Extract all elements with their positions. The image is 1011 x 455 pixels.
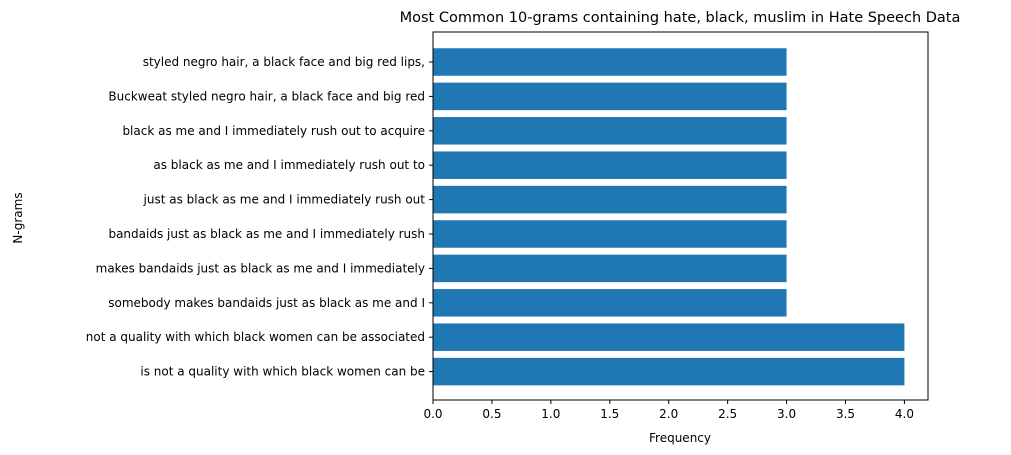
x-tick-label: 0.5 <box>482 407 501 421</box>
bars-group <box>433 48 905 386</box>
bar <box>433 254 787 283</box>
bar <box>433 185 787 214</box>
x-axis-label: Frequency <box>649 431 711 445</box>
bar <box>433 117 787 145</box>
y-tick-label: just as black as me and I immediately ru… <box>143 193 426 207</box>
bar <box>433 220 787 248</box>
bar <box>433 151 787 179</box>
x-tick-label: 1.0 <box>541 407 560 421</box>
y-tick-label: bandaids just as black as me and I immed… <box>108 227 425 241</box>
y-tick-label: as black as me and I immediately rush ou… <box>153 158 425 172</box>
bar <box>433 323 905 351</box>
y-axis-label: N-grams <box>11 192 25 243</box>
y-tick-label: Buckweat styled negro hair, a black face… <box>108 89 425 103</box>
x-tick-label: 4.0 <box>895 407 914 421</box>
y-tick-label: styled negro hair, a black face and big … <box>143 55 425 69</box>
x-tick-label: 3.5 <box>836 407 855 421</box>
x-tick-label: 0.0 <box>423 407 442 421</box>
y-tick-label: not a quality with which black women can… <box>86 330 425 344</box>
x-tick-label: 2.5 <box>718 407 737 421</box>
bar <box>433 82 787 111</box>
bar <box>433 48 787 76</box>
y-tick-label: is not a quality with which black women … <box>140 365 425 379</box>
x-tick-label: 3.0 <box>777 407 796 421</box>
x-tick-label: 1.5 <box>600 407 619 421</box>
bar <box>433 289 787 317</box>
y-tick-label: makes bandaids just as black as me and I… <box>96 261 425 275</box>
chart-title: Most Common 10-grams containing hate, bl… <box>400 10 961 26</box>
x-tick-label: 2.0 <box>659 407 678 421</box>
y-tick-label: somebody makes bandaids just as black as… <box>108 296 425 310</box>
plot-frame <box>432 31 929 401</box>
bar <box>433 357 905 386</box>
y-axis-ticks: styled negro hair, a black face and big … <box>86 55 433 379</box>
x-axis-ticks: 0.0 0.5 1.0 1.5 2.0 2.5 3.0 3.5 4.0 <box>423 400 914 421</box>
y-tick-label: black as me and I immediately rush out t… <box>122 124 425 138</box>
